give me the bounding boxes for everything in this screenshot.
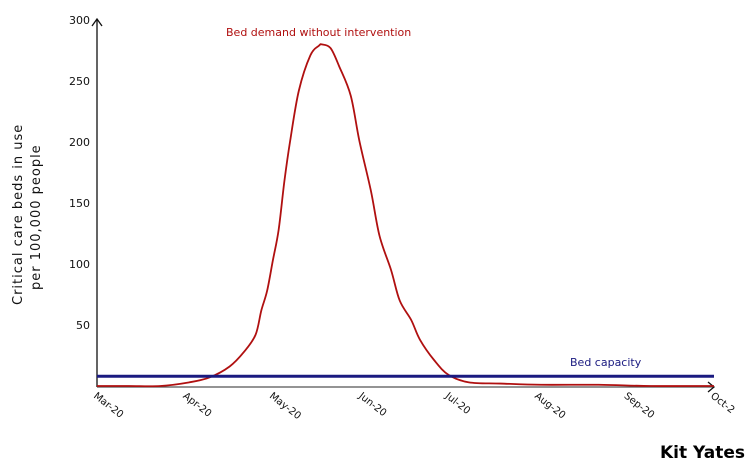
demand-annotation: Bed demand without intervention	[226, 26, 411, 39]
y-tick-label: 300	[69, 14, 90, 27]
y-axis-label-line2: per 100,000 people	[29, 144, 44, 290]
axes	[91, 17, 716, 393]
x-axis-arrow	[707, 381, 716, 393]
x-tick-label: May-20	[267, 391, 303, 422]
capacity-annotation: Bed capacity	[570, 356, 642, 369]
x-tick-label: Sep-20	[622, 391, 657, 421]
x-tick-label: Jul-20	[442, 390, 472, 417]
y-tick-label: 200	[69, 136, 90, 149]
x-tick-label: Mar-20	[91, 391, 125, 421]
series	[97, 43, 715, 388]
x-tick-label: Apr-20	[181, 391, 214, 420]
y-tick-label: 100	[69, 258, 90, 271]
y-tick-label: 150	[69, 197, 90, 210]
credit-signature: Kit Yates	[660, 443, 745, 463]
bed-demand-line	[97, 43, 715, 388]
x-tick-label: Jun-20	[356, 390, 389, 419]
x-tick-label: Aug-20	[532, 391, 567, 422]
x-tick-label: Oct-2	[708, 391, 736, 416]
y-ticks: 50 100 150 200 250 300	[69, 14, 90, 332]
y-axis-arrow	[91, 17, 103, 27]
y-tick-label: 50	[76, 319, 90, 332]
x-ticks: Mar-20 Apr-20 May-20 Jun-20 Jul-20 Aug-20 Sep-…	[91, 390, 736, 422]
y-axis-label-line1: Critical care beds in use	[11, 124, 26, 305]
y-tick-label: 250	[69, 75, 90, 88]
